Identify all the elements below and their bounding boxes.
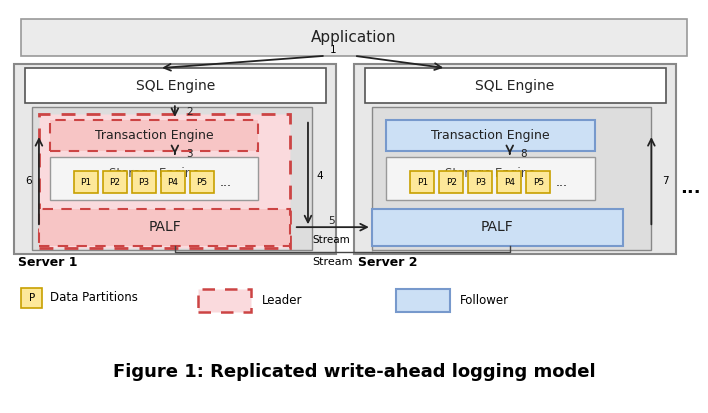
Text: Data Partitions: Data Partitions [50,291,137,304]
Text: Application: Application [312,30,396,45]
Bar [50,120,258,151]
Text: PALF: PALF [148,220,181,234]
Text: P1: P1 [81,178,91,187]
Bar [386,120,595,151]
Bar [372,209,623,246]
Text: Transaction Engine: Transaction Engine [431,129,549,142]
Text: P5: P5 [533,178,544,187]
Bar [132,171,156,193]
Text: 2: 2 [186,107,193,116]
Text: PALF: PALF [481,220,514,234]
Text: Storage Engine: Storage Engine [445,167,535,180]
Bar [103,171,127,193]
Bar [354,64,676,254]
Text: Server 2: Server 2 [358,256,417,269]
Bar [190,171,214,193]
Text: Follower: Follower [460,294,509,307]
Text: 1: 1 [329,45,336,55]
Bar [74,171,98,193]
Text: P2: P2 [110,178,120,187]
Bar [372,107,651,250]
Bar [25,68,326,103]
Text: Leader: Leader [262,294,302,307]
Bar [365,68,666,103]
Bar [50,157,258,200]
Bar [386,157,595,200]
Text: Storage Engine: Storage Engine [109,167,199,180]
Bar [39,209,290,246]
Text: P1: P1 [417,178,428,187]
Text: P: P [29,293,35,303]
Text: P5: P5 [197,178,207,187]
Text: Stream: Stream [312,257,353,267]
Bar [439,171,464,193]
Text: P4: P4 [504,178,515,187]
Text: SQL Engine: SQL Engine [136,79,215,93]
Text: 6: 6 [25,176,32,186]
Bar [14,64,336,254]
Text: 5: 5 [328,216,335,226]
Bar [21,288,42,308]
Bar [198,289,251,312]
Bar [411,171,435,193]
Text: 8: 8 [520,149,527,159]
Bar [21,19,687,56]
Text: 3: 3 [186,149,193,159]
Bar [161,171,185,193]
Text: 4: 4 [316,171,323,180]
Text: P3: P3 [139,178,149,187]
Text: Transaction Engine: Transaction Engine [95,129,213,142]
Text: ...: ... [680,179,701,197]
Text: ...: ... [219,176,231,189]
Bar [527,171,551,193]
Text: P3: P3 [475,178,486,187]
Text: Server 1: Server 1 [18,256,77,269]
Text: P4: P4 [168,178,178,187]
Bar [32,107,312,250]
Text: Stream: Stream [312,235,350,244]
Text: 7: 7 [662,176,668,186]
Bar [497,171,521,193]
Text: ...: ... [555,176,567,189]
Bar [396,289,450,312]
Bar [39,114,290,248]
Text: Figure 1: Replicated write-ahead logging model: Figure 1: Replicated write-ahead logging… [113,363,595,381]
Bar [469,171,493,193]
Text: P2: P2 [446,178,457,187]
Text: SQL Engine: SQL Engine [476,79,554,93]
